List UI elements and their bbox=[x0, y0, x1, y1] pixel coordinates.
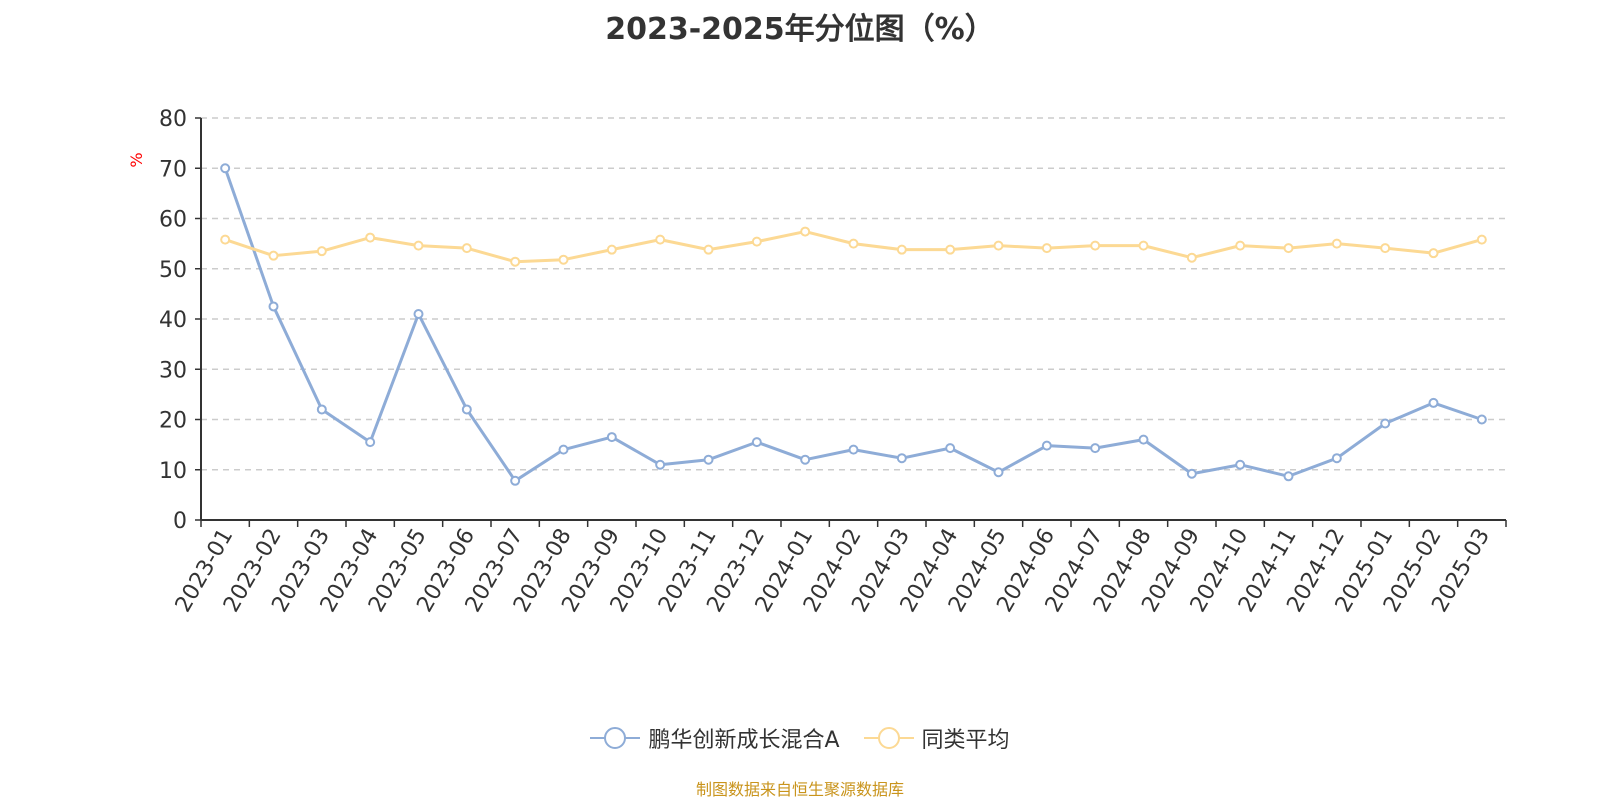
data-point-series-1 bbox=[848, 444, 859, 455]
data-point-series-2 bbox=[558, 254, 569, 265]
data-point-series-2 bbox=[655, 234, 666, 245]
data-point-series-1 bbox=[510, 475, 521, 486]
data-point-series-2 bbox=[1235, 240, 1246, 251]
legend-item-series-2[interactable]: 同类平均 bbox=[863, 722, 1010, 754]
data-point-series-1 bbox=[751, 437, 762, 448]
y-tick-label: 70 bbox=[159, 157, 187, 182]
data-point-series-1 bbox=[413, 308, 424, 319]
data-point-series-2 bbox=[461, 243, 472, 254]
data-point-series-1 bbox=[1235, 459, 1246, 470]
data-point-series-1 bbox=[1331, 453, 1342, 464]
data-point-series-1 bbox=[1138, 434, 1149, 445]
y-tick-label: 50 bbox=[159, 258, 187, 283]
y-axis-label: % bbox=[127, 152, 146, 167]
data-point-series-2 bbox=[945, 244, 956, 255]
legend-marker-icon bbox=[863, 727, 914, 749]
legend-marker-icon bbox=[590, 727, 641, 749]
data-point-series-1 bbox=[993, 467, 1004, 478]
data-point-series-2 bbox=[510, 256, 521, 267]
data-point-series-1 bbox=[316, 404, 327, 415]
legend-label-series-1: 鹏华创新成长混合A bbox=[648, 728, 840, 753]
chart-title: 2023-2025年分位图（%） bbox=[605, 12, 995, 47]
data-point-series-1 bbox=[220, 163, 231, 174]
legend-item-series-1[interactable]: 鹏华创新成长混合A bbox=[590, 722, 840, 754]
data-point-series-2 bbox=[896, 244, 907, 255]
data-point-series-1 bbox=[1090, 443, 1101, 454]
data-point-series-1 bbox=[655, 459, 666, 470]
data-point-series-1 bbox=[703, 454, 714, 465]
legend-label-series-2: 同类平均 bbox=[921, 728, 1010, 753]
data-point-series-2 bbox=[316, 246, 327, 257]
y-tick-label: 10 bbox=[159, 459, 187, 484]
data-point-series-2 bbox=[1041, 243, 1052, 254]
data-point-series-1 bbox=[1476, 414, 1487, 425]
data-point-series-2 bbox=[365, 232, 376, 243]
grid-lines bbox=[201, 117, 1506, 471]
y-tick-label: 60 bbox=[159, 208, 187, 233]
data-point-series-2 bbox=[848, 238, 859, 249]
axes: 010203040506070802023-012023-022023-0320… bbox=[159, 107, 1507, 617]
y-tick-label: 80 bbox=[159, 107, 187, 132]
y-tick-label: 0 bbox=[173, 509, 187, 534]
data-point-series-1 bbox=[1283, 471, 1294, 482]
source-note: 制图数据来自恒生聚源数据库 bbox=[695, 780, 904, 799]
y-tick-label: 30 bbox=[159, 358, 187, 383]
data-point-series-1 bbox=[558, 444, 569, 455]
data-point-series-2 bbox=[993, 240, 1004, 251]
data-point-series-2 bbox=[268, 250, 279, 261]
y-tick-label: 40 bbox=[159, 308, 187, 333]
data-point-series-1 bbox=[1041, 440, 1052, 451]
series-lines bbox=[220, 163, 1487, 486]
data-point-series-2 bbox=[1380, 243, 1391, 254]
series-line-1 bbox=[223, 167, 1483, 483]
data-point-series-2 bbox=[1331, 238, 1342, 249]
data-point-series-1 bbox=[1428, 397, 1439, 408]
legend: 鹏华创新成长混合A 同类平均 bbox=[0, 722, 1600, 754]
data-point-series-1 bbox=[365, 437, 376, 448]
data-point-series-2 bbox=[1476, 234, 1487, 245]
data-point-series-2 bbox=[751, 236, 762, 247]
data-point-series-2 bbox=[413, 240, 424, 251]
data-point-series-2 bbox=[1428, 248, 1439, 259]
data-point-series-1 bbox=[1380, 418, 1391, 429]
data-point-series-1 bbox=[800, 454, 811, 465]
data-point-series-1 bbox=[1186, 468, 1197, 479]
data-point-series-2 bbox=[220, 234, 231, 245]
data-point-series-2 bbox=[1283, 243, 1294, 254]
y-tick-label: 20 bbox=[159, 409, 187, 434]
data-point-series-2 bbox=[1186, 252, 1197, 263]
data-point-series-2 bbox=[800, 226, 811, 237]
data-point-series-1 bbox=[896, 453, 907, 464]
data-point-series-1 bbox=[461, 404, 472, 415]
data-point-series-2 bbox=[703, 244, 714, 255]
data-point-series-1 bbox=[945, 443, 956, 454]
data-point-series-2 bbox=[606, 244, 617, 255]
data-point-series-1 bbox=[268, 301, 279, 312]
data-point-series-1 bbox=[606, 432, 617, 443]
data-point-series-2 bbox=[1138, 240, 1149, 251]
data-point-series-2 bbox=[1090, 240, 1101, 251]
